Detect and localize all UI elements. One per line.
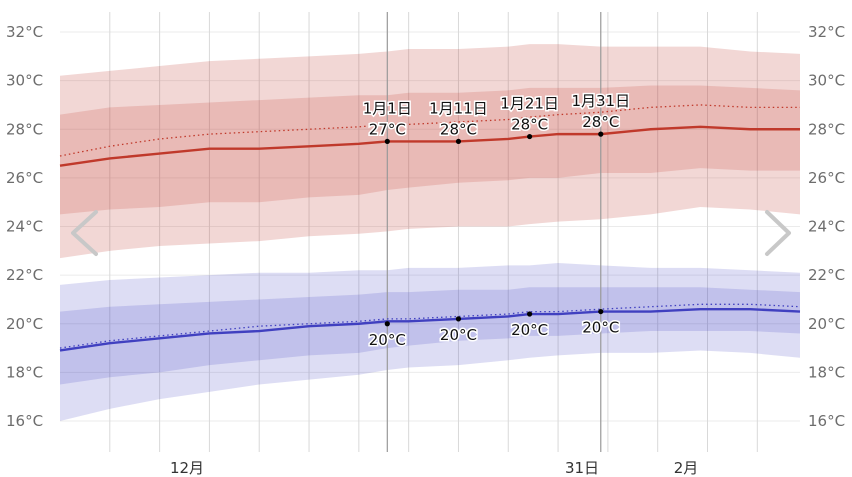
y-tick-label-left: 30°C (6, 72, 43, 90)
y-tick-label-left: 18°C (6, 363, 43, 381)
prev-button[interactable] (71, 210, 98, 256)
y-tick-label-right: 22°C (808, 266, 845, 284)
high-temp-label: 27°C (369, 120, 406, 138)
temperature-bands (60, 44, 800, 421)
low-temp-label: 20°C (369, 331, 406, 349)
x-month-label: 31日 (565, 459, 599, 477)
grid (60, 12, 800, 452)
y-tick-label-right: 16°C (808, 412, 845, 430)
labels: 16°C 16°C 18°C 18°C 20°C 20°C 22°C 22°C 24°C 24°C… (6, 23, 845, 477)
y-tick-label-right: 26°C (808, 169, 845, 187)
high-point (598, 131, 604, 137)
date-label: 1月31日 (571, 92, 630, 110)
chevron-left-icon (71, 210, 98, 256)
y-tick-label-left: 26°C (6, 169, 43, 187)
low-point (384, 321, 390, 327)
low-mean-line (59, 307, 801, 352)
y-tick-label-left: 20°C (6, 315, 43, 333)
y-tick-label-right: 18°C (808, 363, 845, 381)
date-label: 1月1日 (363, 99, 412, 117)
y-tick-label-left: 22°C (6, 266, 43, 284)
chevron-right-icon (765, 210, 791, 256)
y-tick-label-right: 20°C (808, 315, 845, 333)
high-point (455, 138, 462, 145)
x-month-label: 2月 (674, 459, 699, 477)
high-temp-label: 28°C (582, 113, 619, 131)
low-temp-label: 20°C (440, 326, 477, 344)
high-outer-band (60, 44, 800, 259)
high-mean-line (59, 125, 800, 167)
date-label: 1月11日 (429, 99, 488, 117)
y-tick-label-left: 32°C (6, 23, 43, 41)
high-temp-label: 28°C (511, 116, 548, 134)
high-point (527, 133, 533, 140)
y-tick-label-right: 32°C (808, 23, 845, 41)
y-tick-label-right: 30°C (808, 72, 845, 90)
y-tick-label-left: 24°C (6, 218, 43, 236)
high-inner-band (60, 85, 800, 215)
low-outer-band (60, 262, 800, 421)
low-temp-label: 20°C (582, 319, 619, 337)
y-tick-label-left: 16°C (6, 412, 43, 430)
annotation-points (384, 131, 604, 327)
date-markers (386, 12, 602, 452)
date-label: 1月21日 (500, 95, 559, 113)
high-temp-label: 28°C (440, 120, 477, 138)
low-point (455, 316, 462, 322)
low-point (598, 308, 604, 315)
mean-lines (59, 104, 801, 352)
low-point (527, 311, 533, 317)
y-tick-label-right: 24°C (808, 218, 845, 236)
high-point (384, 138, 390, 145)
y-tick-label-left: 28°C (6, 120, 43, 138)
low-temp-label: 20°C (511, 321, 548, 339)
next-button[interactable] (765, 210, 791, 256)
y-tick-label-right: 28°C (808, 120, 845, 138)
x-month-label: 12月 (170, 459, 204, 477)
